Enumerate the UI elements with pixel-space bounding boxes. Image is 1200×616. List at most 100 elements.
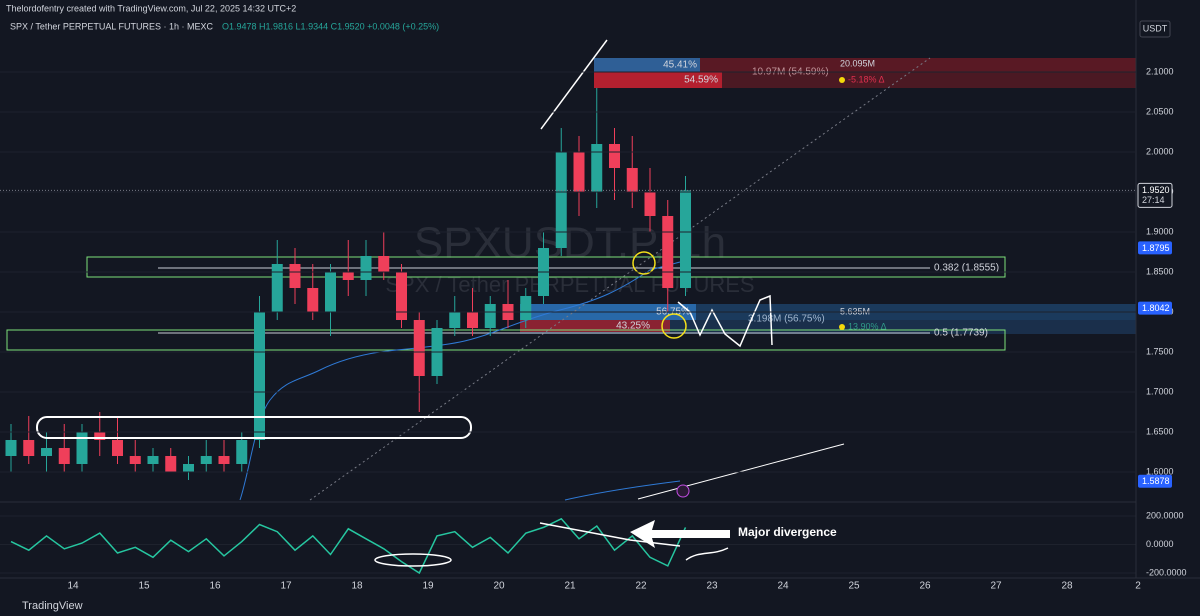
countdown: 27:14	[1142, 195, 1165, 205]
x-tick-label: 21	[564, 581, 576, 592]
candle-body	[112, 440, 123, 456]
osc-tick-label: 0.0000	[1146, 539, 1174, 549]
drawing	[374, 553, 452, 567]
candle-body	[23, 440, 35, 456]
candle-body	[609, 144, 620, 168]
y-tick-label: 1.9000	[1146, 226, 1174, 236]
candle-body	[236, 440, 248, 464]
drawing	[36, 416, 472, 439]
fib-label: 0.382 (1.8555)	[934, 263, 999, 274]
price-tag-label: 1.9520	[1142, 185, 1170, 195]
candle-body	[200, 456, 212, 464]
currency-box	[1139, 20, 1171, 38]
zone	[594, 58, 700, 72]
x-tick-label: 2	[1135, 581, 1141, 592]
candle-body	[644, 192, 656, 216]
y-tick-label: 1.7000	[1146, 386, 1174, 396]
y-tick-label: 1.7500	[1146, 346, 1174, 356]
candle-body	[520, 296, 532, 320]
drawing	[539, 522, 681, 547]
candle-body	[342, 272, 354, 280]
candle-body	[5, 440, 17, 456]
osc-tick-label: -200.0000	[1146, 567, 1187, 577]
x-tick-label: 17	[280, 581, 292, 592]
zone-label: 20.095M	[840, 58, 875, 68]
x-tick-label: 16	[209, 581, 221, 592]
candles	[5, 88, 691, 480]
zone-label: -5.18% Δ	[848, 74, 885, 84]
zone	[520, 320, 670, 332]
x-tick-label: 20	[493, 581, 505, 592]
price-axis	[1136, 0, 1200, 578]
watermark-name: SPX / Tether PERPETUAL FUTURES	[385, 272, 754, 297]
zone-label: 43.25%	[616, 321, 650, 332]
price-tag-label: 1.5878	[1142, 476, 1170, 486]
zone-label: 3.198M (56.75%)	[748, 314, 825, 325]
zone-label: 45.41%	[663, 60, 697, 71]
x-tick-label: 18	[351, 581, 363, 592]
price-tag-label: 1.8795	[1142, 243, 1170, 253]
brand: TradingView	[22, 600, 83, 612]
candle-body	[129, 456, 141, 464]
candle-body	[147, 456, 159, 464]
candle-body	[555, 152, 567, 248]
candle-body	[58, 448, 70, 464]
candle-body	[165, 456, 177, 472]
candle-body	[573, 152, 585, 192]
watermark-ticker: SPXUSDT.P, 1h	[414, 219, 726, 268]
x-tick-label: 27	[990, 581, 1002, 592]
credit: Thelordofentry created with TradingView.…	[6, 3, 296, 13]
x-tick-label: 14	[67, 581, 79, 592]
zone-label: 5.635M	[840, 306, 870, 316]
candle-body	[307, 288, 319, 312]
drawing	[685, 547, 729, 561]
candle-body	[76, 432, 88, 464]
footer	[0, 596, 1200, 616]
y-tick-label: 1.6000	[1146, 466, 1174, 476]
y-tick-label: 1.6500	[1146, 426, 1174, 436]
icon	[676, 484, 690, 498]
candle-body	[183, 464, 194, 472]
x-tick-label: 25	[848, 581, 860, 592]
price-tag	[1137, 182, 1173, 208]
x-tick-label: 15	[138, 581, 150, 592]
y-tick-label: 1.8500	[1146, 266, 1174, 276]
price-tag	[1138, 241, 1172, 255]
dot	[839, 77, 845, 83]
candle-body	[484, 304, 496, 328]
trend-line	[309, 57, 931, 501]
candle-body	[449, 312, 461, 328]
symbol: SPX / Tether PERPETUAL FUTURES · 1h · ME…	[10, 21, 214, 31]
x-tick-label: 28	[1061, 581, 1073, 592]
candle-body	[271, 264, 283, 312]
y-tick-label: 2.1000	[1146, 66, 1174, 76]
price-tag-label: 1.8042	[1142, 303, 1170, 313]
price-tag	[1138, 474, 1172, 488]
zone	[594, 72, 722, 88]
candle-body	[325, 272, 336, 312]
x-tick-label: 19	[422, 581, 434, 592]
price-tag	[1138, 301, 1172, 315]
zone	[594, 72, 1138, 88]
vwap	[239, 261, 681, 501]
zone	[594, 58, 1138, 72]
y-tick-label: 2.0000	[1146, 146, 1174, 156]
drawing	[661, 313, 687, 339]
candle-body	[680, 190, 691, 288]
currency: USDT	[1143, 23, 1168, 33]
candle-body	[289, 264, 301, 288]
osc-tick-label: 200.0000	[1146, 510, 1184, 520]
drawing	[632, 251, 656, 275]
zone-box	[6, 329, 1006, 351]
candle-body	[378, 256, 390, 272]
x-tick-label: 26	[919, 581, 931, 592]
candle-body	[41, 448, 52, 456]
drawing	[540, 39, 608, 130]
candle-body	[626, 168, 638, 192]
dot	[839, 324, 845, 330]
candle-body	[360, 256, 372, 280]
x-tick-label: 24	[777, 581, 789, 592]
x-tick-label: 23	[706, 581, 718, 592]
